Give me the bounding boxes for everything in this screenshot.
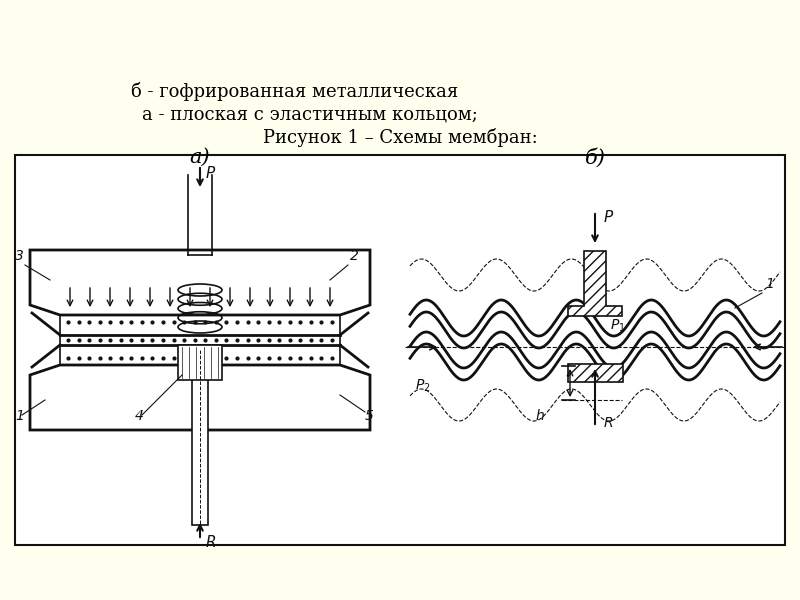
Text: 5: 5 [365, 409, 374, 423]
Text: б): б) [585, 148, 606, 168]
Text: 3: 3 [15, 249, 24, 263]
Text: 2: 2 [350, 249, 359, 263]
Text: $P$: $P$ [603, 209, 614, 225]
Text: 1: 1 [15, 409, 24, 423]
Text: Рисунок 1 – Схемы мембран:: Рисунок 1 – Схемы мембран: [262, 128, 538, 147]
Text: $P_1$: $P_1$ [610, 318, 626, 334]
Text: 4: 4 [135, 409, 144, 423]
Polygon shape [30, 250, 370, 315]
Text: $R$: $R$ [205, 534, 216, 550]
Bar [60, 315, 340, 365]
Bar [15, 155, 785, 545]
Text: $P$: $P$ [205, 165, 216, 181]
Text: б - гофрированная металлическая: б - гофрированная металлическая [131, 82, 458, 101]
Text: $R$: $R$ [603, 416, 614, 430]
Bar [568, 364, 623, 382]
Bar [192, 350, 208, 525]
Text: $h$: $h$ [535, 408, 545, 423]
Text: 1: 1 [765, 277, 774, 291]
Text: а): а) [190, 148, 210, 167]
Text: $P_2$: $P_2$ [415, 378, 430, 394]
Polygon shape [30, 365, 370, 430]
Polygon shape [568, 251, 622, 316]
Bar [178, 345, 222, 380]
Text: а - плоская с эластичным кольцом;: а - плоская с эластичным кольцом; [142, 105, 478, 123]
